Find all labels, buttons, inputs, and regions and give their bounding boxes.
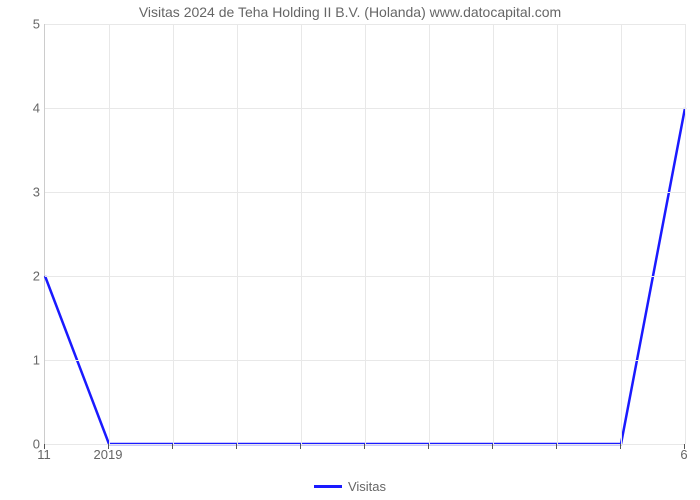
grid-line-vertical — [365, 24, 366, 444]
x-axis-tick-mark — [620, 444, 621, 449]
x-axis-tick-mark — [492, 444, 493, 449]
chart-title: Visitas 2024 de Teha Holding II B.V. (Ho… — [0, 4, 700, 20]
grid-line-vertical — [109, 24, 110, 444]
x-axis-tick-mark — [556, 444, 557, 449]
legend: Visitas — [0, 478, 700, 494]
x-axis-tick-mark — [364, 444, 365, 449]
x-axis-tick-mark — [428, 444, 429, 449]
grid-line-vertical — [173, 24, 174, 444]
y-axis-tick-label: 1 — [10, 353, 40, 368]
grid-line-horizontal — [45, 444, 685, 445]
y-axis-tick-label: 2 — [10, 269, 40, 284]
grid-line-vertical — [557, 24, 558, 444]
plot-area — [44, 24, 685, 445]
grid-line-vertical — [685, 24, 686, 444]
y-axis-tick-label: 3 — [10, 185, 40, 200]
grid-line-vertical — [493, 24, 494, 444]
x-axis-tick-mark — [300, 444, 301, 449]
y-axis-tick-label: 0 — [10, 437, 40, 452]
grid-line-vertical — [301, 24, 302, 444]
x-axis-tick-mark — [236, 444, 237, 449]
grid-line-vertical — [621, 24, 622, 444]
y-axis-tick-label: 4 — [10, 101, 40, 116]
legend-label: Visitas — [348, 479, 386, 494]
x-axis-tick-label: 11 — [37, 447, 51, 462]
y-axis-tick-label: 5 — [10, 17, 40, 32]
grid-line-vertical — [429, 24, 430, 444]
x-axis-tick-label: 6 — [680, 447, 687, 462]
chart-container: Visitas 2024 de Teha Holding II B.V. (Ho… — [0, 0, 700, 500]
legend-swatch — [314, 485, 342, 488]
grid-line-vertical — [237, 24, 238, 444]
x-axis-tick-label: 2019 — [94, 447, 123, 462]
x-axis-tick-mark — [172, 444, 173, 449]
